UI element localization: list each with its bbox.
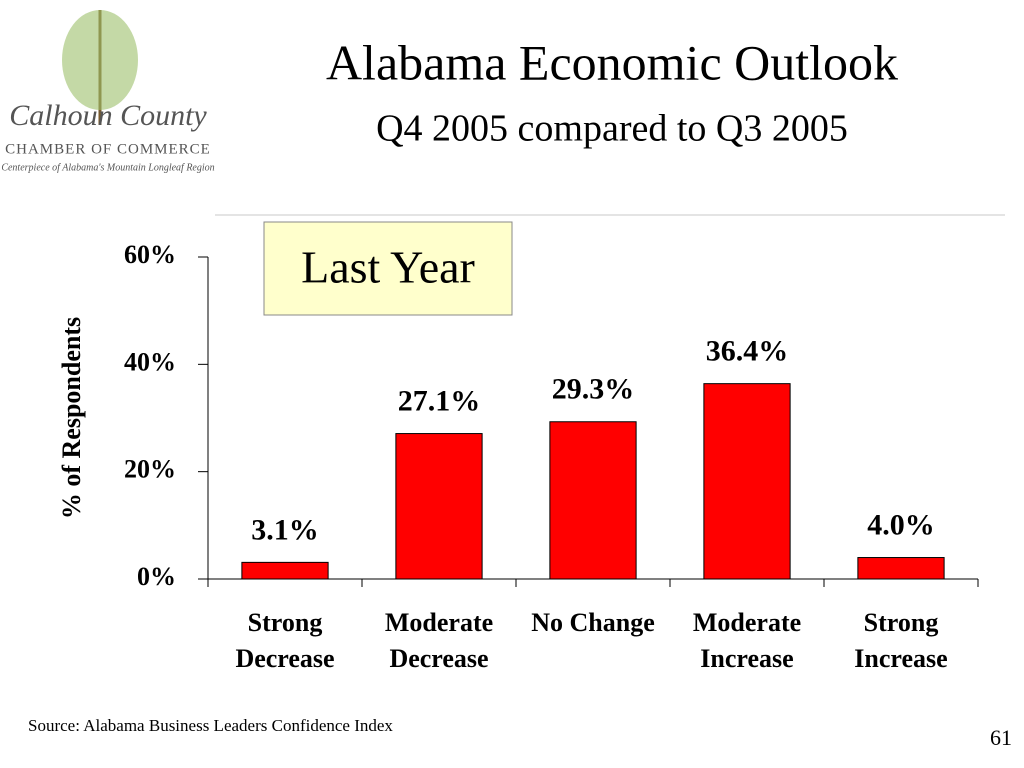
x-tick-label: Moderate Increase	[692, 608, 802, 673]
logo-org: CHAMBER OF COMMERCE	[5, 141, 211, 157]
chart-title: Alabama Economic Outlook	[326, 34, 898, 90]
logo: Calhoun County CHAMBER OF COMMERCE Cente…	[1, 10, 215, 173]
source: Source: Alabama Business Leaders Confide…	[28, 716, 393, 735]
logo-tree-crown	[62, 10, 138, 110]
value-label: 29.3%	[552, 373, 635, 406]
value-label: 4.0%	[867, 508, 935, 541]
bar	[857, 557, 945, 580]
x-tick-label: No Change	[531, 608, 655, 637]
annotation-box	[263, 221, 513, 316]
chart-subtitle: Q4 2005 compared to Q3 2005	[376, 108, 848, 150]
x-tick-label: Strong Decrease	[235, 608, 335, 673]
bar	[241, 561, 329, 580]
value-label: 27.1%	[398, 384, 481, 417]
y-axis-label: % of Respondents	[57, 317, 86, 519]
y-tick-label: 0%	[137, 562, 176, 591]
y-tick-label: 40%	[124, 347, 176, 376]
bar	[703, 383, 791, 580]
logo-name: Calhoun County	[9, 99, 207, 132]
value-label: 36.4%	[706, 335, 789, 368]
bar	[395, 433, 483, 580]
annotation: Last Year	[301, 242, 475, 293]
x-tick-label: Moderate Decrease	[384, 608, 494, 673]
x-tick-label: Strong Increase	[854, 608, 948, 673]
y-tick-label: 20%	[124, 455, 176, 484]
page-number: 61	[990, 725, 1012, 750]
value-label: 3.1%	[251, 513, 319, 546]
bar	[549, 421, 637, 580]
y-tick-label: 60%	[124, 240, 176, 269]
logo-tagline: Centerpiece of Alabama's Mountain Longle…	[1, 162, 214, 173]
